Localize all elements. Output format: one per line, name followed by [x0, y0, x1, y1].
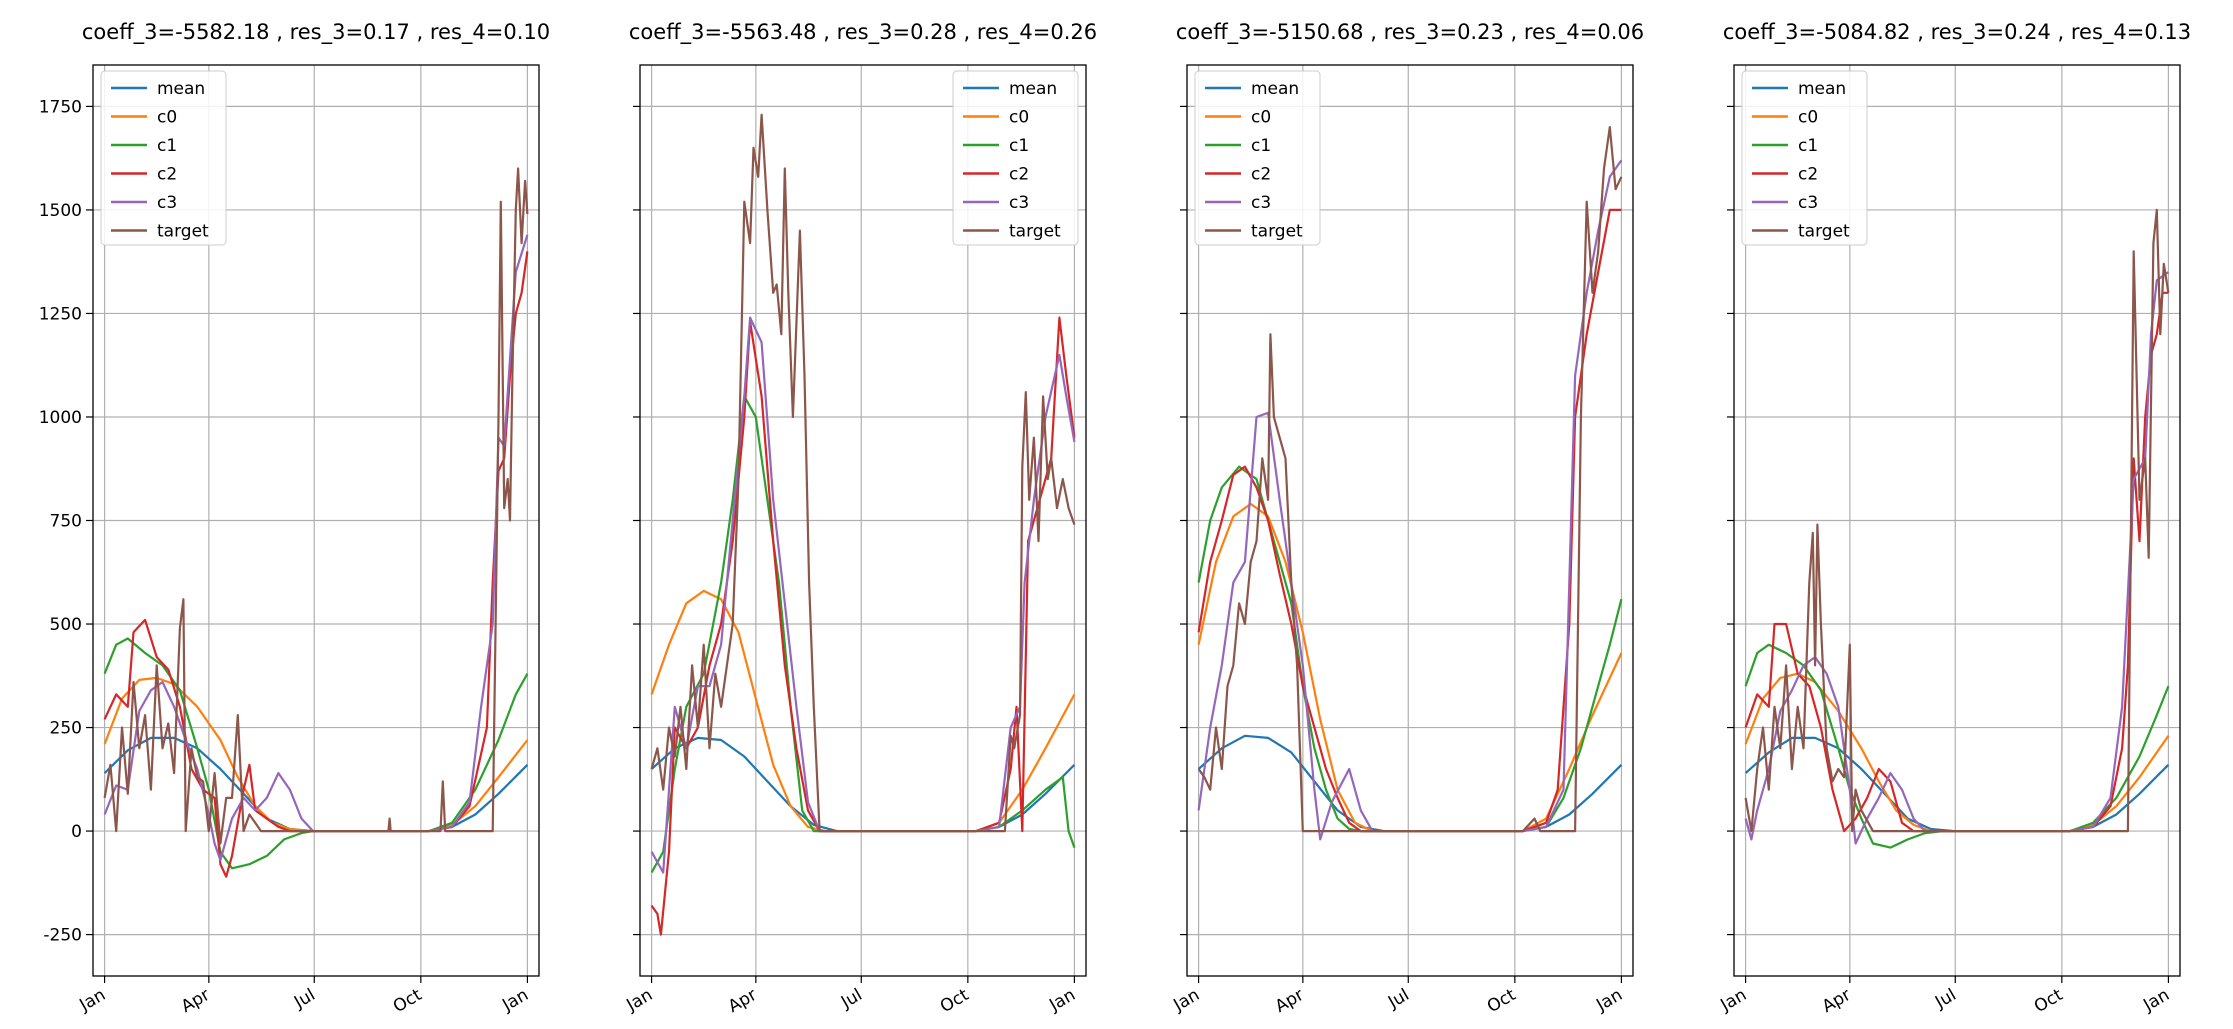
series-line-mean	[1197, 734, 1623, 833]
x-tick-label: Jan	[1717, 985, 1751, 1016]
panel-2: Jan Apr Jul Oct Jan coeff_3=-5563.48 , res_3=…	[623, 20, 1098, 1017]
x-tick-label: Oct	[2031, 985, 2067, 1017]
legend-label-c0: c0	[1798, 108, 1818, 128]
legend-label-mean: mean	[157, 79, 205, 99]
x-tick-label: Jan	[76, 985, 110, 1016]
series-line-target	[1197, 126, 1623, 833]
x-tick-label: Oct	[390, 985, 426, 1017]
series-line-c1	[103, 637, 529, 870]
legend-label-mean: mean	[1251, 79, 1299, 99]
x-tick-label: Apr	[1272, 985, 1307, 1017]
y-tick-label: -250	[43, 926, 82, 946]
legend: mean c0 c1 c2 c3 target	[952, 70, 1079, 246]
legend-label-target: target	[1009, 222, 1061, 242]
series-line-target	[650, 113, 1076, 833]
panel-1: -250 0 250 500 750 1000 1250 1500 1750 Jan Apr Jul O…	[39, 20, 550, 1017]
x-tick-label: Jan	[623, 985, 657, 1016]
legend-label-c3: c3	[1251, 193, 1271, 213]
legend: mean c0 c1 c2 c3 target	[1194, 70, 1321, 246]
x-tick-label: Jan	[1592, 985, 1626, 1016]
legend-label-mean: mean	[1798, 79, 1846, 99]
legend-label-c2: c2	[1009, 165, 1029, 185]
legend-label-c3: c3	[157, 193, 177, 213]
y-tick-label: 0	[71, 822, 82, 842]
legend-label-c1: c1	[157, 136, 177, 156]
x-tick-label: Jan	[1045, 985, 1079, 1016]
legend-label-c0: c0	[1251, 108, 1271, 128]
x-tick-label: Jul	[1384, 985, 1413, 1013]
panel-title: coeff_3=-5563.48 , res_3=0.28 , res_4=0.…	[629, 20, 1097, 45]
y-tick-label: 1750	[39, 97, 82, 117]
legend-label-c1: c1	[1798, 136, 1818, 156]
legend-label-c3: c3	[1798, 193, 1818, 213]
y-tick-label: 500	[50, 615, 82, 635]
y-tick-label: 1500	[39, 201, 82, 221]
series-line-mean	[650, 736, 1076, 833]
x-tick-label: Jul	[1931, 985, 1960, 1013]
panel-title: coeff_3=-5582.18 , res_3=0.17 , res_4=0.…	[82, 20, 550, 45]
y-tick-label: 1000	[39, 408, 82, 428]
grid	[640, 65, 1086, 976]
panel-title: coeff_3=-5084.82 , res_3=0.24 , res_4=0.…	[1723, 20, 2191, 45]
x-tick-label: Jul	[290, 985, 319, 1013]
series-line-c0	[1744, 672, 2170, 833]
legend-label-c0: c0	[1009, 108, 1029, 128]
x-tick-label: Oct	[937, 985, 973, 1017]
legend-label-target: target	[157, 222, 209, 242]
series-line-target	[1744, 208, 2170, 833]
legend-label-c2: c2	[157, 165, 177, 185]
y-tick-label: 250	[50, 719, 82, 739]
x-tick-label: Jan	[2139, 985, 2173, 1016]
legend: mean c0 c1 c2 c3 target	[100, 70, 227, 246]
panel-title: coeff_3=-5150.68 , res_3=0.23 , res_4=0.…	[1176, 20, 1644, 45]
x-tick-label: Apr	[178, 985, 213, 1017]
series-line-c2	[1197, 208, 1622, 833]
legend-label-c3: c3	[1009, 193, 1029, 213]
legend-label-c1: c1	[1009, 136, 1029, 156]
legend-label-c1: c1	[1251, 136, 1271, 156]
legend-label-c2: c2	[1798, 165, 1818, 185]
x-tick-label: Jul	[837, 985, 866, 1013]
legend-label-c2: c2	[1251, 165, 1271, 185]
x-tick-label: Jan	[1170, 985, 1204, 1016]
series-line-target	[103, 167, 529, 845]
x-tick-label: Jan	[498, 985, 532, 1016]
legend-label-target: target	[1251, 222, 1303, 242]
series-line-c2	[650, 316, 1076, 936]
y-tick-label: 1250	[39, 304, 82, 324]
x-tick-label: Apr	[1819, 985, 1854, 1017]
series-line-c3	[1197, 159, 1623, 841]
series-line-mean	[1744, 736, 2170, 833]
legend-label-target: target	[1798, 222, 1850, 242]
series-line-c1	[650, 395, 1076, 874]
legend-label-mean: mean	[1009, 79, 1057, 99]
legend: mean c0 c1 c2 c3 target	[1741, 70, 1868, 246]
y-tick-label: 750	[50, 512, 82, 532]
series-line-c0	[650, 589, 1076, 833]
legend-label-c0: c0	[157, 108, 177, 128]
x-tick-label: Oct	[1484, 985, 1520, 1017]
panel-4: Jan Apr Jul Oct Jan coeff_3=-5084.82 , res_3=…	[1717, 20, 2192, 1017]
panel-3: Jan Apr Jul Oct Jan coeff_3=-5150.68 , res_3=…	[1170, 20, 1645, 1017]
x-tick-label: Apr	[725, 985, 760, 1017]
series-line-c0	[1197, 502, 1623, 833]
